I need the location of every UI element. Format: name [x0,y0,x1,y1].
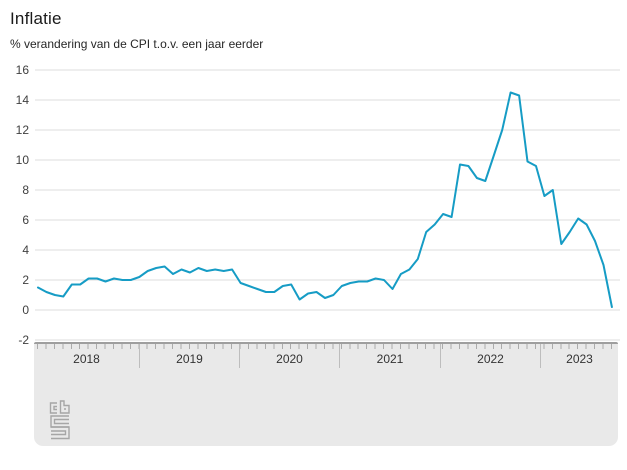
y-axis-tick-label: 10 [16,153,30,167]
year-label-2019: 2019 [139,344,239,368]
year-label-2018: 2018 [73,352,100,366]
y-axis-tick-label: 14 [16,93,30,107]
year-label-2021: 2021 [339,344,440,368]
inflation-line [37,91,613,308]
year-label-2023: 2023 [540,344,618,368]
time-axis-month-ticks [37,344,615,349]
y-axis-tick-label: 8 [22,183,29,197]
time-axis-top-strip [34,342,618,344]
chart-footer-panel: 2018 2019 2020 2021 2022 2023 [34,342,618,446]
y-axis-tick-label: 12 [16,123,30,137]
y-axis-tick-label: -2 [18,333,29,347]
y-axis-tick-label: 4 [22,243,29,257]
year-label-2022: 2022 [440,344,540,368]
cbs-logo-icon [49,400,70,440]
chart-subtitle: % verandering van de CPI t.o.v. een jaar… [10,37,264,51]
time-axis[interactable]: 2018 2019 2020 2021 2022 2023 [34,344,618,368]
chart-title: Inflatie [10,9,62,28]
y-axis-tick-label: 6 [22,213,29,227]
y-axis-tick-label: 16 [16,63,30,77]
year-label-2020: 2020 [239,344,339,368]
y-axis-tick-label: 2 [22,273,29,287]
y-axis-tick-label: 0 [22,303,29,317]
